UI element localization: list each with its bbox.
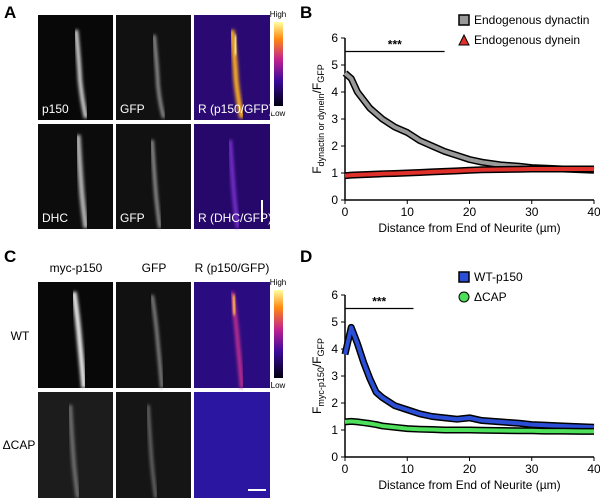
x-tick-label: 20: [463, 462, 477, 476]
x-axis-label: Distance from End of Neurite (µm): [378, 221, 560, 235]
x-tick-label: 20: [463, 205, 477, 219]
significance-label: ***: [372, 295, 386, 309]
x-tick-label: 10: [401, 205, 415, 219]
colorbar-low: Low: [271, 381, 286, 390]
legend-label: ΔCAP: [474, 290, 507, 304]
image-label: GFP: [120, 211, 145, 225]
y-tick-label: 6: [331, 288, 338, 302]
image-label: DHC: [42, 211, 68, 225]
x-tick-label: 0: [342, 205, 349, 219]
y-axis-label-part: dynactin or dynein: [316, 93, 326, 166]
x-tick-label: 40: [587, 205, 600, 219]
panel-c-images: [38, 282, 283, 498]
y-tick-label: 0: [331, 450, 338, 464]
y-axis-label: Fdynactin or dynein/FGFP: [310, 64, 326, 174]
row-label: ΔCAP: [3, 438, 36, 452]
series-line: [344, 419, 594, 434]
legend-marker: [458, 14, 470, 26]
y-tick-label: 2: [331, 396, 338, 410]
x-tick-label: 10: [401, 462, 415, 476]
panel-label: C: [4, 247, 16, 266]
y-tick-label: 3: [331, 112, 338, 126]
panel-a-images: [38, 15, 283, 229]
colorbar-high: High: [270, 10, 286, 19]
image-label: R (DHC/GFP): [198, 211, 272, 225]
significance-label: ***: [388, 38, 402, 52]
y-tick-label: 1: [331, 423, 338, 437]
colorbar-low: Low: [271, 109, 286, 118]
legend-label: Endogenous dynactin: [474, 13, 589, 27]
series-line: [343, 325, 595, 430]
y-axis-label-part: F: [310, 166, 324, 173]
y-axis-label-part: GFP: [316, 338, 326, 357]
x-axis-label: Distance from End of Neurite (µm): [378, 478, 560, 492]
panel-label: D: [300, 247, 312, 266]
legend-marker: [458, 33, 470, 46]
column-label: myc-p150: [50, 261, 103, 275]
x-tick-label: 40: [587, 462, 600, 476]
panel-label: A: [4, 3, 16, 22]
x-tick-label: 0: [342, 462, 349, 476]
legend-label: WT-p150: [474, 270, 523, 284]
series-outline: [341, 323, 595, 431]
x-tick-label: 30: [525, 205, 539, 219]
y-tick-label: 4: [331, 342, 338, 356]
y-axis-label: Fmyc-p150/FGFP: [310, 338, 326, 414]
y-axis-label-part: F: [310, 407, 324, 414]
image-label: GFP: [120, 102, 145, 116]
y-tick-label: 0: [331, 193, 338, 207]
legend-label: Endogenous dynein: [474, 33, 580, 47]
image-label: p150: [42, 102, 69, 116]
legend-marker: [458, 291, 470, 303]
column-label: GFP: [142, 261, 167, 275]
y-tick-label: 1: [331, 166, 338, 180]
row-label: WT: [11, 329, 30, 343]
colorbar-high: High: [270, 278, 286, 287]
y-tick-label: 3: [331, 369, 338, 383]
panel-label: B: [300, 3, 312, 22]
y-axis-label-part: /F: [310, 83, 324, 94]
x-tick-label: 30: [525, 462, 539, 476]
column-label: R (p150/GFP): [195, 261, 270, 275]
y-tick-label: 5: [331, 315, 338, 329]
legend-marker: [458, 271, 470, 283]
y-tick-label: 5: [331, 58, 338, 72]
y-axis-label-part: /F: [310, 356, 324, 367]
y-tick-label: 4: [331, 85, 338, 99]
y-axis-label-part: GFP: [316, 64, 326, 83]
y-axis-label-part: myc-p150: [316, 367, 326, 407]
y-tick-label: 6: [331, 31, 338, 45]
series-line: [344, 166, 594, 178]
y-tick-label: 2: [331, 139, 338, 153]
image-label: R (p150/GFP): [198, 102, 273, 116]
series-outline: [342, 70, 595, 174]
